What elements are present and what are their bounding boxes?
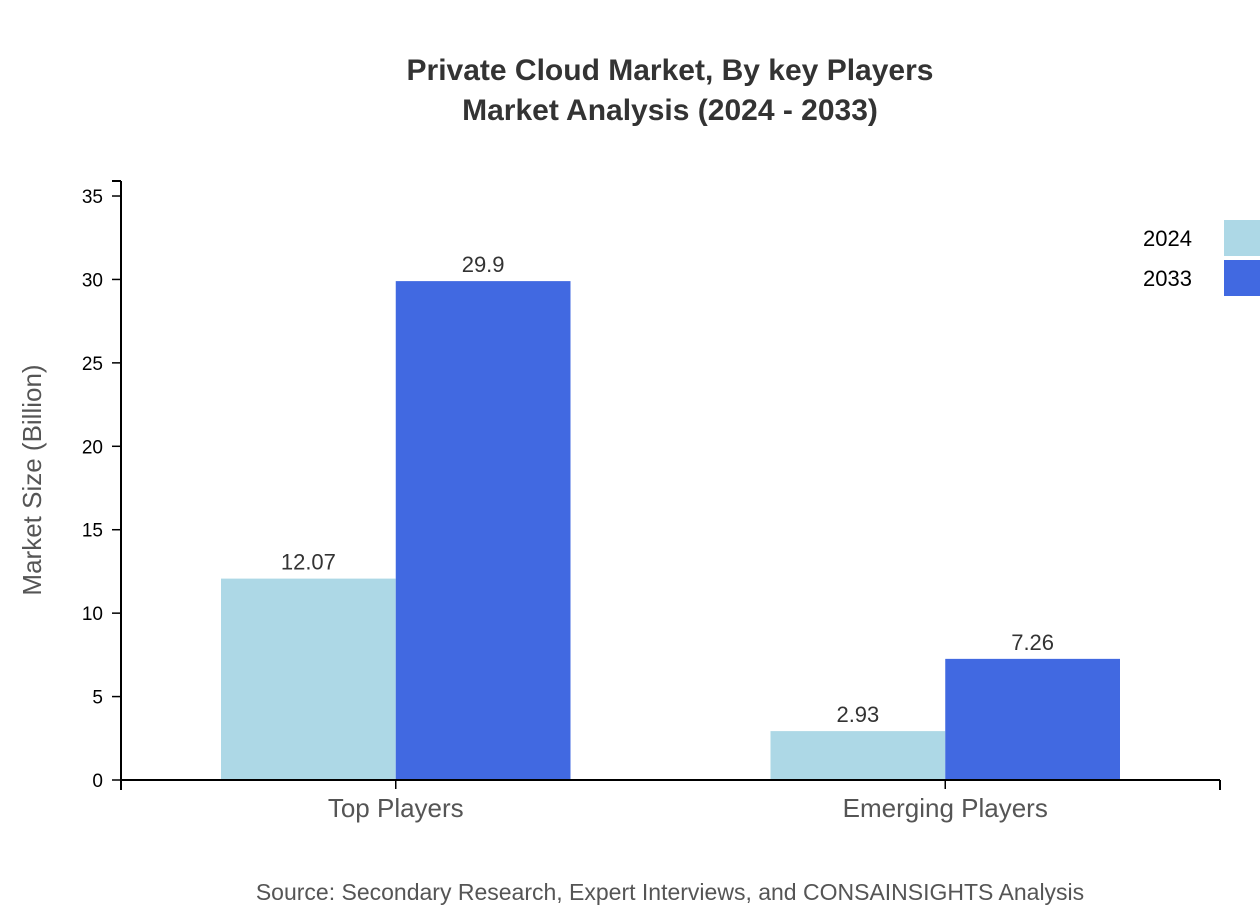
y-tick-label: 25 [82, 354, 103, 375]
bar-2033-1 [945, 658, 1120, 780]
chart-title-line-1: Private Cloud Market, By key Players [407, 54, 934, 87]
legend-label-2033: 2033 [1143, 266, 1192, 291]
bar-2024-1 [770, 731, 946, 780]
y-tick-label: 10 [82, 604, 103, 625]
bars: 12.07 29.9 2.93 7.26 [221, 252, 1120, 780]
axes: Top Players Emerging Players 0 5 10 15 20 25 30 3… [82, 180, 1221, 823]
y-tick-label: 35 [82, 187, 103, 208]
legend-swatch-2024 [1224, 220, 1260, 256]
legend-swatch-2033 [1224, 260, 1260, 296]
y-axis-label: Market Size (Billion) [17, 364, 47, 595]
data-label: 12.07 [281, 550, 336, 575]
data-label: 7.26 [1011, 630, 1054, 655]
data-label: 2.93 [836, 702, 879, 727]
data-label: 29.9 [462, 252, 505, 277]
y-tick-label: 0 [92, 771, 103, 792]
y-tick-label: 5 [92, 688, 103, 709]
y-tick-label: 20 [82, 437, 103, 458]
bar-2024-0 [221, 578, 396, 780]
chart-title-line-2: Market Analysis (2024 - 2033) [462, 94, 878, 127]
y-tick-label: 30 [82, 270, 103, 291]
legend-label-2024: 2024 [1143, 226, 1192, 251]
y-tick-label: 15 [82, 521, 103, 542]
x-tick-label: Top Players [328, 793, 464, 823]
legend: 2024 2033 [1143, 220, 1260, 296]
source-note: Source: Secondary Research, Expert Inter… [256, 879, 1084, 905]
bar-2033-0 [395, 281, 571, 780]
x-tick-label: Emerging Players [843, 793, 1048, 823]
